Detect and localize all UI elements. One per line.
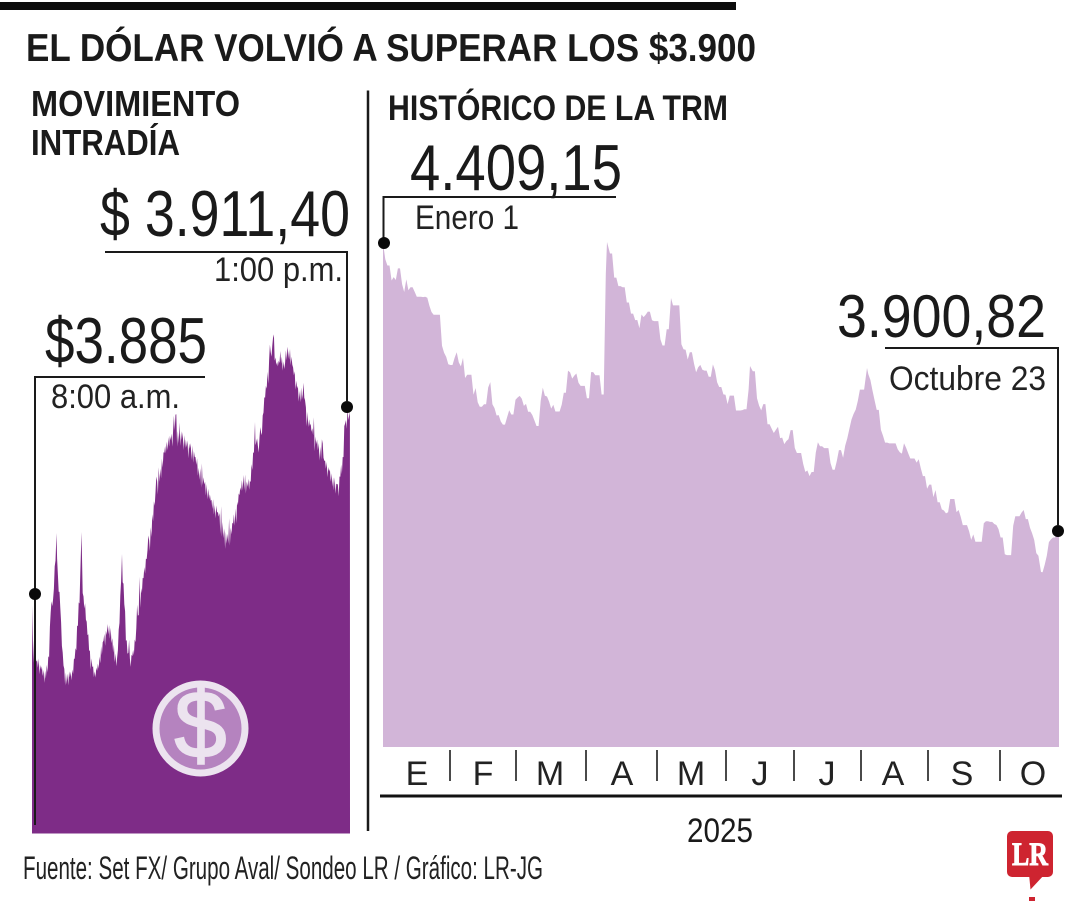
svg-text:A: A [882,755,905,793]
svg-text:8:00 a.m.: 8:00 a.m. [51,378,180,416]
svg-text:M: M [536,755,564,793]
svg-text:O: O [1020,755,1046,793]
svg-text:$3.885: $3.885 [45,304,207,377]
svg-text:M: M [677,755,705,793]
svg-text:E: E [406,755,429,793]
svg-text:Enero 1: Enero 1 [415,199,519,237]
svg-text:MOVIMIENTO: MOVIMIENTO [31,83,240,124]
svg-text:S: S [951,755,974,793]
svg-text:2025: 2025 [687,812,753,850]
svg-text:LR: LR [1012,837,1049,873]
svg-text:4.409,15: 4.409,15 [410,131,622,204]
svg-text:J: J [819,755,836,793]
svg-text:$ 3.911,40: $ 3.911,40 [100,177,350,250]
svg-text:INTRADÍA: INTRADÍA [31,122,180,163]
svg-text:3.900,82: 3.900,82 [837,283,1046,350]
svg-text:$: $ [175,672,227,778]
svg-text:Octubre 23: Octubre 23 [889,360,1046,398]
svg-text:1:00 p.m.: 1:00 p.m. [214,251,343,289]
svg-text:F: F [473,755,494,793]
svg-text:EL DÓLAR VOLVIÓ A SUPERAR LOS: EL DÓLAR VOLVIÓ A SUPERAR LOS $3.900 [26,26,756,70]
svg-text:J: J [752,755,769,793]
svg-text:HISTÓRICO DE LA TRM: HISTÓRICO DE LA TRM [388,88,728,128]
svg-text:A: A [611,755,634,793]
svg-text:Fuente: Set FX/ Grupo Aval/ So: Fuente: Set FX/ Grupo Aval/ Sondeo LR / … [23,850,543,886]
